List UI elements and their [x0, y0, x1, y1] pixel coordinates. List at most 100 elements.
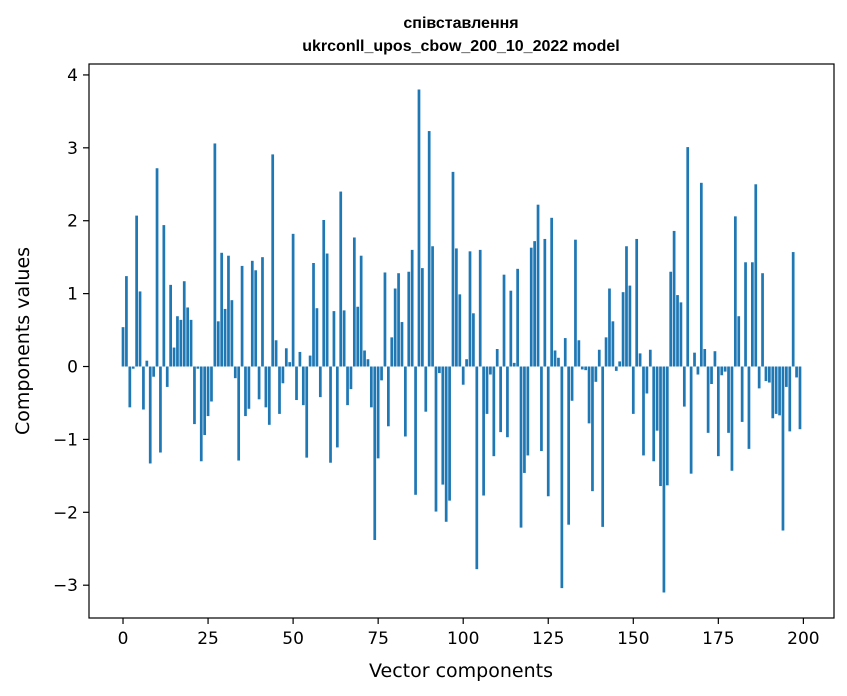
- x-tick-label: 150: [617, 629, 649, 649]
- bar-151: [635, 238, 639, 367]
- bar-82: [400, 322, 404, 367]
- bar-95: [444, 366, 448, 522]
- bar-87: [417, 89, 421, 367]
- x-tick-label: 125: [532, 629, 564, 649]
- bar-129: [560, 366, 564, 589]
- bar-132: [570, 366, 574, 401]
- bar-192: [774, 366, 778, 414]
- bar-79: [390, 337, 394, 367]
- bar-75: [376, 366, 380, 459]
- bar-33: [233, 366, 237, 379]
- bar-133: [574, 239, 577, 367]
- bar-61: [329, 366, 332, 463]
- bar-21: [193, 366, 196, 425]
- bar-18: [182, 281, 186, 367]
- bar-180: [733, 216, 737, 367]
- bar-171: [703, 349, 707, 367]
- x-tick-label: 0: [118, 629, 129, 649]
- bar-156: [652, 366, 656, 462]
- bar-37: [247, 366, 251, 409]
- bar-113: [506, 366, 509, 438]
- bar-176: [720, 366, 724, 376]
- bar-16: [176, 316, 179, 367]
- x-tick-label: 175: [702, 629, 734, 649]
- bar-153: [642, 366, 645, 456]
- y-tick-label: 4: [67, 66, 78, 86]
- bar-3: [131, 366, 135, 369]
- bar-143: [608, 288, 611, 367]
- x-tick-label: 100: [447, 629, 479, 649]
- bar-108: [489, 366, 492, 375]
- bar-182: [740, 366, 744, 422]
- x-tick-label: 50: [282, 629, 304, 649]
- bar-67: [349, 366, 353, 390]
- bar-83: [404, 366, 407, 437]
- bar-140: [597, 349, 601, 367]
- bar-147: [621, 292, 625, 367]
- bar-142: [604, 337, 608, 367]
- bar-106: [482, 366, 485, 496]
- bar-105: [478, 249, 482, 367]
- bar-135: [580, 366, 584, 370]
- bar-84: [407, 271, 411, 367]
- bar-111: [499, 366, 502, 433]
- bar-22: [196, 366, 200, 369]
- bar-56: [312, 263, 315, 367]
- bar-77: [383, 272, 387, 367]
- bar-6: [142, 366, 145, 410]
- bar-1: [125, 276, 128, 367]
- bar-0: [121, 327, 125, 367]
- bar-184: [747, 366, 751, 449]
- bar-134: [577, 340, 581, 367]
- bar-76: [380, 366, 383, 381]
- bar-100: [461, 366, 465, 385]
- bar-115: [512, 362, 516, 367]
- bar-45: [274, 340, 278, 367]
- bar-178: [727, 366, 730, 433]
- bar-88: [421, 268, 424, 367]
- bar-55: [308, 355, 312, 367]
- bar-122: [536, 204, 540, 367]
- bar-85: [410, 249, 414, 367]
- bar-40: [257, 366, 261, 400]
- y-tick-label: −2: [53, 503, 78, 523]
- bar-174: [713, 351, 717, 367]
- bar-62: [332, 311, 336, 367]
- bar-181: [737, 316, 741, 367]
- bar-57: [315, 308, 319, 367]
- bar-191: [771, 366, 775, 419]
- bar-78: [387, 366, 390, 427]
- bar-141: [601, 366, 605, 527]
- bar-104: [475, 366, 479, 570]
- bars-group: [121, 89, 802, 593]
- bar-120: [529, 247, 533, 367]
- bar-144: [611, 321, 615, 367]
- x-axis-ticks: 0 25 50 75 100 125 150 175 200: [118, 618, 820, 649]
- bar-175: [716, 366, 720, 457]
- bar-149: [628, 285, 632, 367]
- bar-69: [356, 306, 360, 367]
- x-tick-label: 75: [367, 629, 389, 649]
- bar-170: [699, 182, 703, 367]
- bar-80: [393, 288, 397, 367]
- bar-72: [366, 359, 370, 367]
- bar-30: [223, 308, 227, 367]
- bar-155: [648, 349, 652, 367]
- bar-137: [587, 366, 591, 424]
- bar-26: [210, 366, 213, 402]
- bar-19: [186, 307, 190, 367]
- bar-27: [213, 143, 217, 367]
- bar-168: [693, 352, 696, 367]
- bar-102: [468, 251, 472, 367]
- bar-66: [346, 366, 349, 406]
- bar-17: [179, 319, 183, 367]
- bar-58: [318, 366, 322, 398]
- bar-90: [427, 131, 431, 367]
- y-tick-label: 3: [67, 139, 78, 159]
- bar-97: [451, 171, 455, 367]
- bar-195: [785, 366, 788, 387]
- x-tick-label: 200: [787, 629, 819, 649]
- bar-70: [359, 255, 363, 367]
- bar-86: [414, 366, 417, 495]
- bar-183: [744, 262, 747, 367]
